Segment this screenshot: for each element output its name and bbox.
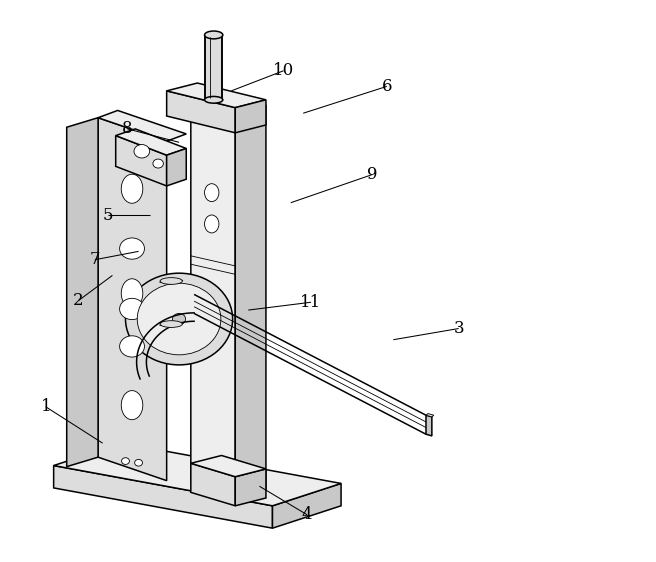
- Circle shape: [119, 336, 144, 357]
- Polygon shape: [115, 129, 186, 155]
- Polygon shape: [272, 483, 341, 528]
- Polygon shape: [191, 99, 236, 497]
- Circle shape: [121, 457, 129, 464]
- Polygon shape: [191, 455, 266, 477]
- Polygon shape: [426, 414, 434, 417]
- Polygon shape: [54, 465, 272, 528]
- Text: 3: 3: [453, 320, 464, 337]
- Circle shape: [137, 283, 221, 355]
- Text: 8: 8: [122, 120, 133, 137]
- Polygon shape: [54, 443, 341, 506]
- Circle shape: [119, 298, 144, 320]
- Polygon shape: [205, 36, 222, 100]
- Circle shape: [173, 314, 186, 325]
- Text: 2: 2: [73, 292, 84, 309]
- Polygon shape: [167, 83, 266, 108]
- Text: 11: 11: [300, 294, 321, 311]
- Ellipse shape: [205, 215, 219, 233]
- Text: 5: 5: [102, 206, 113, 224]
- Circle shape: [134, 144, 150, 158]
- Circle shape: [153, 159, 163, 168]
- Polygon shape: [98, 111, 186, 141]
- Ellipse shape: [205, 31, 223, 39]
- Polygon shape: [159, 279, 183, 284]
- Ellipse shape: [160, 321, 182, 328]
- Circle shape: [134, 459, 142, 466]
- Polygon shape: [236, 106, 266, 497]
- Ellipse shape: [121, 174, 143, 203]
- Text: 6: 6: [382, 78, 392, 95]
- Polygon shape: [191, 91, 266, 113]
- Ellipse shape: [121, 391, 143, 420]
- Ellipse shape: [160, 278, 182, 284]
- Polygon shape: [167, 148, 186, 186]
- Ellipse shape: [121, 279, 143, 308]
- Polygon shape: [98, 117, 167, 481]
- Polygon shape: [236, 469, 266, 506]
- Text: 4: 4: [302, 506, 312, 523]
- Circle shape: [119, 238, 144, 259]
- Polygon shape: [159, 322, 183, 327]
- Polygon shape: [167, 91, 236, 133]
- Polygon shape: [426, 415, 432, 436]
- Text: 10: 10: [273, 62, 294, 79]
- Ellipse shape: [205, 184, 219, 202]
- Text: 1: 1: [41, 398, 51, 415]
- Circle shape: [125, 273, 233, 365]
- Text: 7: 7: [89, 251, 100, 268]
- Polygon shape: [115, 135, 167, 186]
- Ellipse shape: [205, 97, 223, 103]
- Polygon shape: [67, 117, 98, 466]
- Polygon shape: [236, 100, 266, 133]
- Text: 9: 9: [367, 166, 377, 183]
- Polygon shape: [191, 463, 236, 506]
